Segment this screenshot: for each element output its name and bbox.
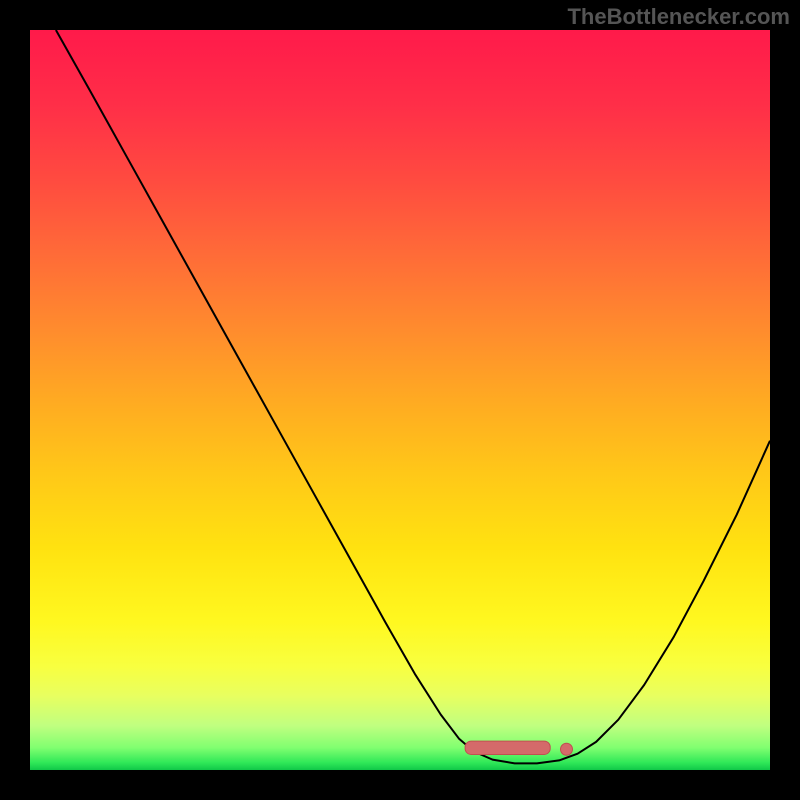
plot-area (30, 30, 770, 770)
chart-container: TheBottlenecker.com (0, 0, 800, 800)
valley-range-bar (465, 741, 550, 754)
valley-end-dot (561, 743, 573, 755)
watermark-text: TheBottlenecker.com (567, 4, 790, 30)
